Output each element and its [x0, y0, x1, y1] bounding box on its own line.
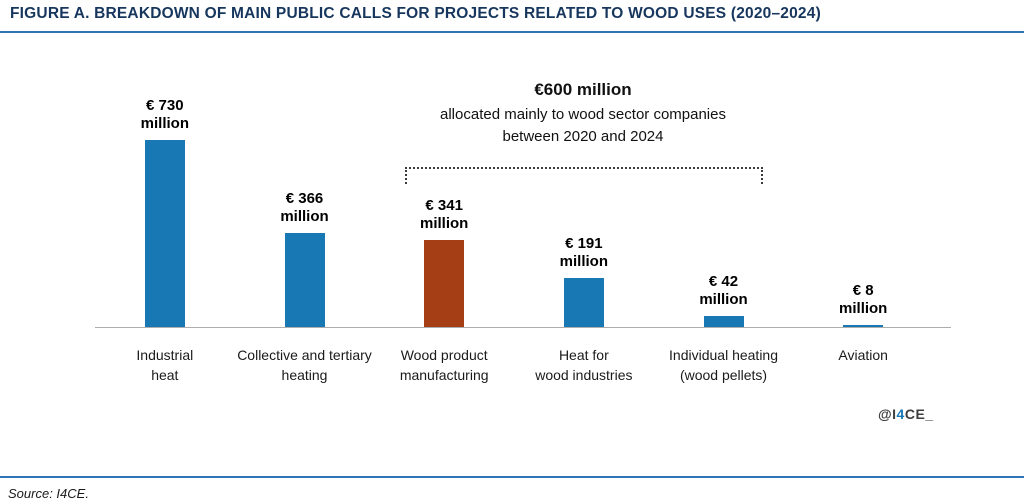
- bar-group: € 42 million: [654, 87, 794, 327]
- category-label: Collective and tertiary heating: [237, 347, 372, 383]
- i4ce-watermark: @I4CE_: [878, 406, 934, 422]
- category-label: Aviation: [838, 347, 888, 363]
- annotation-amount: €600 million: [534, 80, 632, 99]
- bar: [843, 325, 884, 327]
- bar-value-label: € 191 million: [559, 234, 609, 271]
- watermark-accent: 4: [896, 406, 905, 422]
- annotation-bracket: [405, 167, 763, 184]
- figure-title: FIGURE A. BREAKDOWN OF MAIN PUBLIC CALLS…: [10, 5, 821, 22]
- bar-value-label: € 341 million: [420, 196, 469, 233]
- bar-value-label: € 730 million: [140, 96, 189, 133]
- category-labels-row: Industrial heat Collective and tertiary hea…: [95, 346, 933, 385]
- bars-row: € 730 million € 366 million € 341 million € 19…: [95, 87, 933, 327]
- annotation-line2: allocated mainly to wood sector companie…: [440, 106, 726, 123]
- bar-group: € 8 million: [793, 87, 933, 327]
- bar: [144, 140, 185, 327]
- bar-value-label: € 8 million: [839, 281, 888, 318]
- category-label: Individual heating (wood pellets): [669, 347, 779, 383]
- annotation-line3: between 2020 and 2024: [502, 128, 664, 145]
- category-label: Industrial heat: [136, 347, 194, 383]
- bar-group: € 730 million: [95, 87, 235, 327]
- x-axis-line: [95, 327, 951, 328]
- bar-value-label: € 42 million: [699, 272, 748, 309]
- bar: [563, 278, 604, 327]
- category-label: Wood product manufacturing: [399, 347, 489, 383]
- bar: [424, 240, 465, 327]
- bar: [284, 233, 325, 327]
- watermark-prefix: @I: [878, 406, 897, 422]
- bar: [703, 316, 744, 327]
- top-rule: [0, 31, 1024, 33]
- bottom-rule: [0, 476, 1024, 478]
- category-label: Heat for wood industries: [535, 347, 633, 383]
- bar-group: € 366 million: [235, 87, 375, 327]
- bar-group: € 341 million: [374, 87, 514, 327]
- bar-group: € 191 million: [514, 87, 654, 327]
- bar-value-label: € 366 million: [280, 189, 329, 226]
- source-note: Source: I4CE.: [8, 486, 89, 501]
- chart-annotation: €600 million allocated mainly to wood se…: [368, 78, 798, 148]
- watermark-suffix: CE_: [904, 406, 934, 422]
